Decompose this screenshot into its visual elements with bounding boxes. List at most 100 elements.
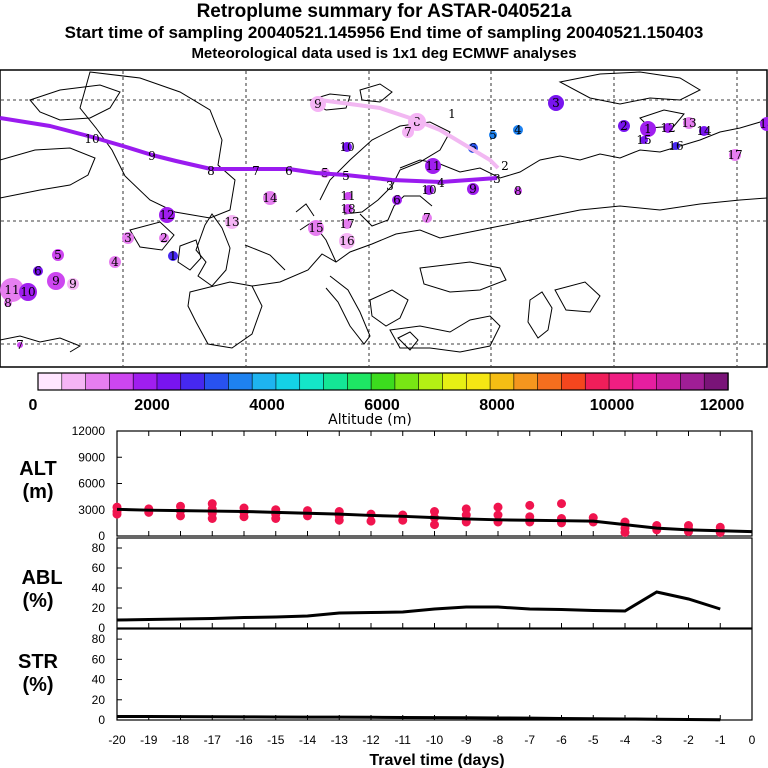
trajectory-recent-segment	[319, 98, 500, 170]
cluster-label: 6	[34, 264, 42, 278]
cluster-marker	[17, 342, 23, 348]
abl-line	[116, 590, 721, 622]
abl-panel-frame	[116, 537, 753, 629]
colorbar-cell	[513, 372, 539, 391]
cluster-marker	[339, 233, 355, 249]
trajectory-label: 3	[386, 179, 394, 193]
colorbar-tick: 10000	[590, 397, 635, 414]
str-ytick-label: 80	[92, 632, 106, 646]
cluster-marker	[343, 204, 353, 214]
cluster-label: 9	[69, 277, 77, 291]
str-line	[117, 714, 721, 722]
x-tick-label: -14	[299, 733, 317, 747]
cluster-marker	[729, 149, 741, 161]
colorbar-cell	[370, 372, 396, 391]
colorbar-cell	[347, 372, 372, 391]
colorbar-tick-labels: 0 2000 4000 6000 8000 10000 12000	[29, 397, 745, 414]
cluster-label: 9	[469, 182, 477, 196]
cluster-label: 16	[339, 234, 354, 248]
x-tick-label: -2	[683, 733, 694, 747]
cluster-label: 3	[552, 96, 560, 110]
trajectory-label: 7	[252, 164, 260, 178]
met-data-note: Meteorological data used is 1x1 deg ECMW…	[191, 45, 577, 62]
cluster-marker	[168, 251, 178, 261]
colorbar-cell	[608, 372, 634, 391]
cluster-label: 15	[636, 133, 651, 147]
colorbar-tick: 6000	[364, 397, 400, 414]
cluster-marker	[672, 142, 680, 150]
cluster-label: 6	[393, 193, 401, 207]
colorbar-cell	[537, 372, 563, 391]
cluster-label: 18	[759, 117, 768, 131]
cluster-marker	[640, 136, 648, 144]
trajectory-label: 5	[342, 169, 350, 183]
x-tick-label: -15	[267, 733, 285, 747]
trajectory-main-line	[0, 116, 498, 184]
cluster-marker	[109, 256, 121, 268]
colorbar-cell	[394, 372, 420, 391]
colorbar-tick: 4000	[249, 397, 285, 414]
cluster-label: 5	[489, 128, 497, 142]
colorbar-cell	[418, 372, 444, 391]
trajectory-label: 2	[501, 159, 509, 173]
cluster-label: 11	[340, 189, 355, 203]
cluster-label: 14	[696, 124, 712, 138]
cluster-marker	[513, 125, 523, 135]
x-tick-label: -7	[524, 733, 535, 747]
x-tick-label: -3	[651, 733, 662, 747]
trajectory-label: 3	[493, 172, 501, 186]
cluster-label: 13	[681, 116, 696, 130]
cluster-marker	[663, 123, 673, 133]
colorbar-cell	[299, 372, 325, 391]
colorbar-cell	[561, 372, 586, 391]
cluster-label: 12	[159, 208, 174, 222]
alt-ytick-label: 3000	[78, 503, 105, 517]
cluster-label: 7	[404, 125, 412, 139]
cluster-label: 14	[262, 191, 278, 205]
x-tick-label: -5	[588, 733, 599, 747]
alt-scatter-point	[557, 499, 566, 509]
cluster-label: 7	[423, 211, 431, 225]
cluster-label: 8	[514, 184, 522, 198]
trajectory-label: 8	[207, 164, 215, 178]
colorbar-cell	[251, 372, 277, 391]
x-tick-label: -18	[172, 733, 190, 747]
alt-scatter-point	[525, 500, 535, 510]
abl-panel-unit: (%)	[22, 590, 53, 612]
cluster-marker	[52, 249, 64, 261]
cluster-label: 2	[620, 119, 628, 133]
cluster-marker	[424, 185, 434, 195]
alt-scatter-point	[271, 514, 281, 523]
colorbar-cell	[180, 372, 206, 391]
trajectory-label: 6	[285, 164, 293, 178]
x-tick-label: -19	[140, 733, 158, 747]
cluster-marker	[0, 278, 24, 302]
alt-scatter-point	[461, 510, 471, 520]
abl-ytick-label: 40	[92, 581, 106, 595]
abl-ytick-label: 20	[92, 601, 106, 615]
alt-ytick-label: 6000	[78, 477, 105, 491]
cluster-marker	[683, 117, 695, 129]
cluster-marker	[392, 195, 402, 205]
colorbar-cell	[465, 372, 491, 391]
colorbar-cell	[85, 372, 111, 391]
abl-panel-label: ABL	[21, 567, 62, 589]
cluster-marker	[425, 158, 441, 174]
x-axis-ticks: -20 -19 -18 -17 -16 -15 -14 -13 -12 -11 -10 -9 -8 -7-…	[108, 431, 756, 747]
colorbar-cell	[275, 372, 301, 391]
trajectory-label: 9	[148, 149, 156, 163]
cluster-marker	[618, 120, 630, 132]
cluster-label: 15	[308, 221, 323, 235]
colorbar-frame	[37, 372, 729, 391]
colorbar-tick: 2000	[134, 397, 170, 414]
alt-scatter-point	[398, 515, 408, 525]
cluster-label: 4	[514, 123, 522, 137]
trajectory-label: 4	[437, 176, 445, 190]
cluster-label: 10	[20, 285, 35, 299]
colorbar-cell	[703, 372, 729, 391]
alt-mean-line	[116, 507, 753, 534]
alt-ytick-label: 0	[98, 529, 105, 543]
cluster-label: 11	[425, 159, 440, 173]
alt-ytick-label: 12000	[72, 424, 106, 438]
